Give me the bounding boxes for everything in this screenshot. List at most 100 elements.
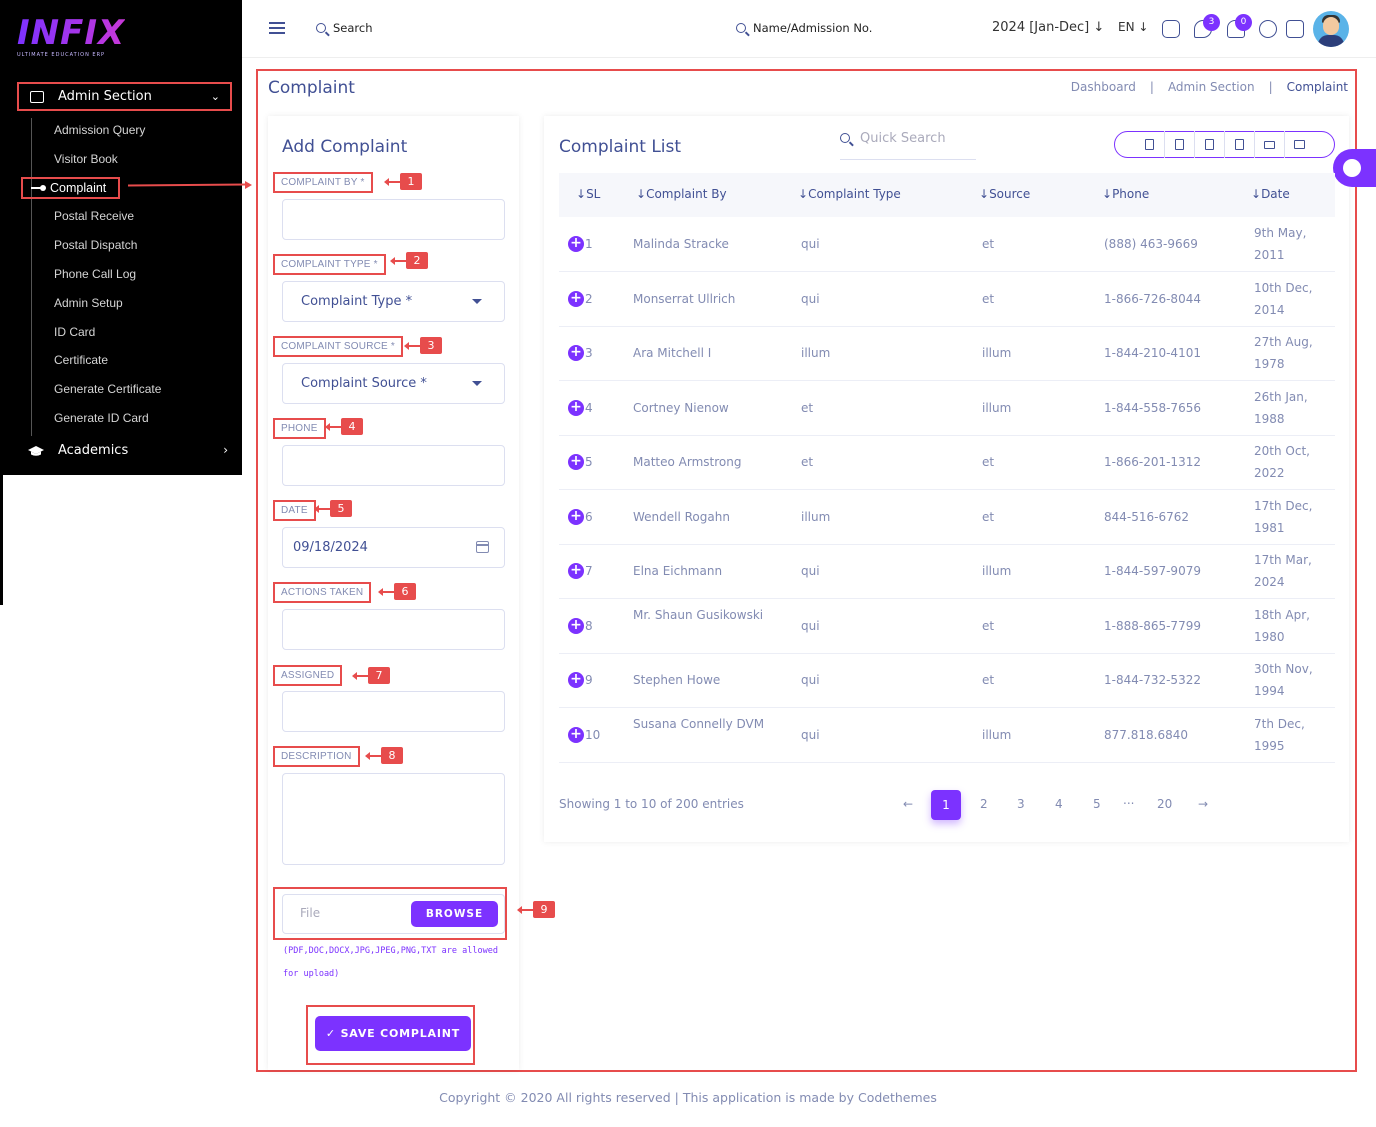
globe-icon[interactable] (1259, 20, 1277, 38)
floating-side-button[interactable] (1333, 149, 1376, 187)
column-complaint-type[interactable]: ↓Complaint Type (798, 187, 901, 201)
expand-row-icon[interactable]: + (568, 727, 584, 743)
sidebar-item-generate-certificate[interactable]: Generate Certificate (54, 382, 162, 396)
phone-input[interactable] (282, 445, 505, 486)
expand-row-icon[interactable]: + (568, 291, 584, 307)
academic-year-select[interactable]: 2024 [Jan-Dec] ↓ (992, 20, 1104, 35)
arrow-left-icon: ← (903, 797, 914, 811)
sidebar-item-academics[interactable]: Academics › (28, 443, 228, 458)
complaint-type-select[interactable]: Complaint Type * (282, 281, 505, 322)
page-1-button[interactable]: 1 (931, 790, 961, 820)
expand-row-icon[interactable]: + (568, 618, 584, 634)
csv-icon (1204, 139, 1214, 150)
prev-page-button[interactable]: ← (903, 797, 913, 811)
sidebar-item-postal-receive[interactable]: Postal Receive (54, 209, 135, 223)
assigned-input[interactable] (282, 691, 505, 732)
sidebar-item-phone-call-log[interactable]: Phone Call Log (54, 267, 137, 281)
cell-type: et (801, 455, 814, 469)
sort-icon: ↓ (576, 187, 587, 201)
expand-row-icon[interactable]: + (568, 672, 584, 688)
page-4-button[interactable]: 4 (1055, 797, 1063, 811)
cell-sl: 4 (585, 401, 593, 415)
page-2-button[interactable]: 2 (980, 797, 988, 811)
column-sl[interactable]: ↓SL (576, 187, 600, 201)
language-select[interactable]: EN ↓ (1118, 20, 1148, 34)
sidebar-item-postal-dispatch[interactable]: Postal Dispatch (54, 238, 138, 252)
breadcrumb-dashboard[interactable]: Dashboard (1070, 80, 1136, 94)
expand-row-icon[interactable]: + (568, 345, 584, 361)
top-search[interactable]: Search (316, 21, 373, 35)
quick-search-input[interactable]: Quick Search (840, 131, 976, 160)
complaint-source-placeholder: Complaint Source * (301, 376, 427, 391)
description-textarea[interactable] (282, 773, 505, 865)
page-20-button[interactable]: 20 (1157, 797, 1173, 811)
expand-row-icon[interactable]: + (568, 400, 584, 416)
expand-row-icon[interactable]: + (568, 236, 584, 252)
cell-phone: (888) 463-9669 (1104, 237, 1198, 251)
date-input[interactable]: 09/18/2024 (282, 527, 505, 568)
cell-date: 27th Aug, 1978 (1254, 335, 1313, 371)
save-complaint-button[interactable]: ✓ SAVE COMPLAINT (315, 1016, 471, 1051)
chevron-down-icon: ⌄ (210, 90, 220, 103)
complaint-by-input[interactable] (282, 199, 505, 240)
cell-sl: 3 (585, 346, 593, 360)
print-button[interactable] (1255, 131, 1285, 158)
name-admission-search[interactable]: Name/Admission No. (736, 21, 872, 35)
cell-phone: 844-516-6762 (1104, 510, 1190, 524)
sidebar-item-certificate[interactable]: Certificate (54, 353, 109, 367)
user-avatar[interactable] (1313, 11, 1349, 47)
robot-icon[interactable] (1162, 20, 1180, 38)
cell-source: et (982, 237, 995, 251)
page-5-button[interactable]: 5 (1093, 797, 1101, 811)
hamburger-menu-icon[interactable] (269, 22, 285, 34)
column-source[interactable]: ↓Source (979, 187, 1030, 201)
cell-date: 17th Dec, 1981 (1254, 499, 1313, 535)
file-input[interactable] (282, 894, 505, 934)
pdf-button[interactable] (1225, 131, 1255, 158)
column-phone[interactable]: ↓Phone (1102, 187, 1149, 201)
export-toolbar (1114, 131, 1335, 158)
sidebar-item-id-card[interactable]: ID Card (54, 325, 96, 339)
sidebar-item-admin-setup[interactable]: Admin Setup (54, 296, 123, 310)
columns-button[interactable] (1285, 131, 1315, 158)
excel-icon (1174, 139, 1184, 150)
arrow-down-icon: ↓ (1093, 20, 1105, 35)
cell-phone: 1-844-558-7656 (1104, 401, 1201, 415)
expand-row-icon[interactable]: + (568, 509, 584, 525)
table-row: +2 Monserrat Ullrich qui et 1-866-726-8044 10… (559, 272, 1335, 327)
academics-label: Academics (58, 443, 129, 458)
column-date[interactable]: ↓Date (1251, 187, 1290, 201)
language-label: EN (1118, 20, 1135, 34)
cell-source: illum (982, 346, 1012, 360)
page-3-button[interactable]: 3 (1017, 797, 1025, 811)
date-label: DATE (273, 500, 316, 521)
sidebar-admin-section[interactable]: Admin Section ⌄ (17, 82, 232, 111)
cell-date: 20th Oct, 2022 (1254, 444, 1310, 480)
complaint-source-select[interactable]: Complaint Source * (282, 363, 505, 404)
sidebar-item-complaint[interactable]: Complaint (21, 177, 120, 199)
cell-by: Ara Mitchell I (633, 346, 712, 360)
sidebar-item-generate-id-card[interactable]: Generate ID Card (54, 411, 149, 425)
sidebar-item-admission-query[interactable]: Admission Query (54, 123, 146, 137)
expand-row-icon[interactable]: + (568, 563, 584, 579)
breadcrumb-admin-section[interactable]: Admin Section (1167, 80, 1255, 94)
cell-sl: 9 (585, 673, 593, 687)
analytics-icon[interactable] (1286, 20, 1304, 38)
copy-button[interactable] (1135, 131, 1165, 158)
logo[interactable]: INFIX ULTIMATE EDUCATION ERP (17, 16, 125, 58)
sidebar-item-visitor-book[interactable]: Visitor Book (54, 152, 118, 166)
browse-button[interactable]: BROWSE (411, 901, 498, 927)
column-complaint-by[interactable]: ↓Complaint By (636, 187, 727, 201)
excel-button[interactable] (1165, 131, 1195, 158)
next-page-button[interactable]: → (1198, 797, 1208, 811)
actions-taken-input[interactable] (282, 609, 505, 650)
csv-button[interactable] (1195, 131, 1225, 158)
expand-row-icon[interactable]: + (568, 454, 584, 470)
cell-type: qui (801, 728, 820, 742)
cell-sl: 7 (585, 564, 593, 578)
calendar-icon[interactable] (476, 541, 489, 553)
callout-5: 5 (314, 500, 352, 517)
copy-icon (1144, 139, 1154, 150)
column-label: Complaint Type (808, 187, 901, 201)
pdf-icon (1234, 139, 1244, 150)
